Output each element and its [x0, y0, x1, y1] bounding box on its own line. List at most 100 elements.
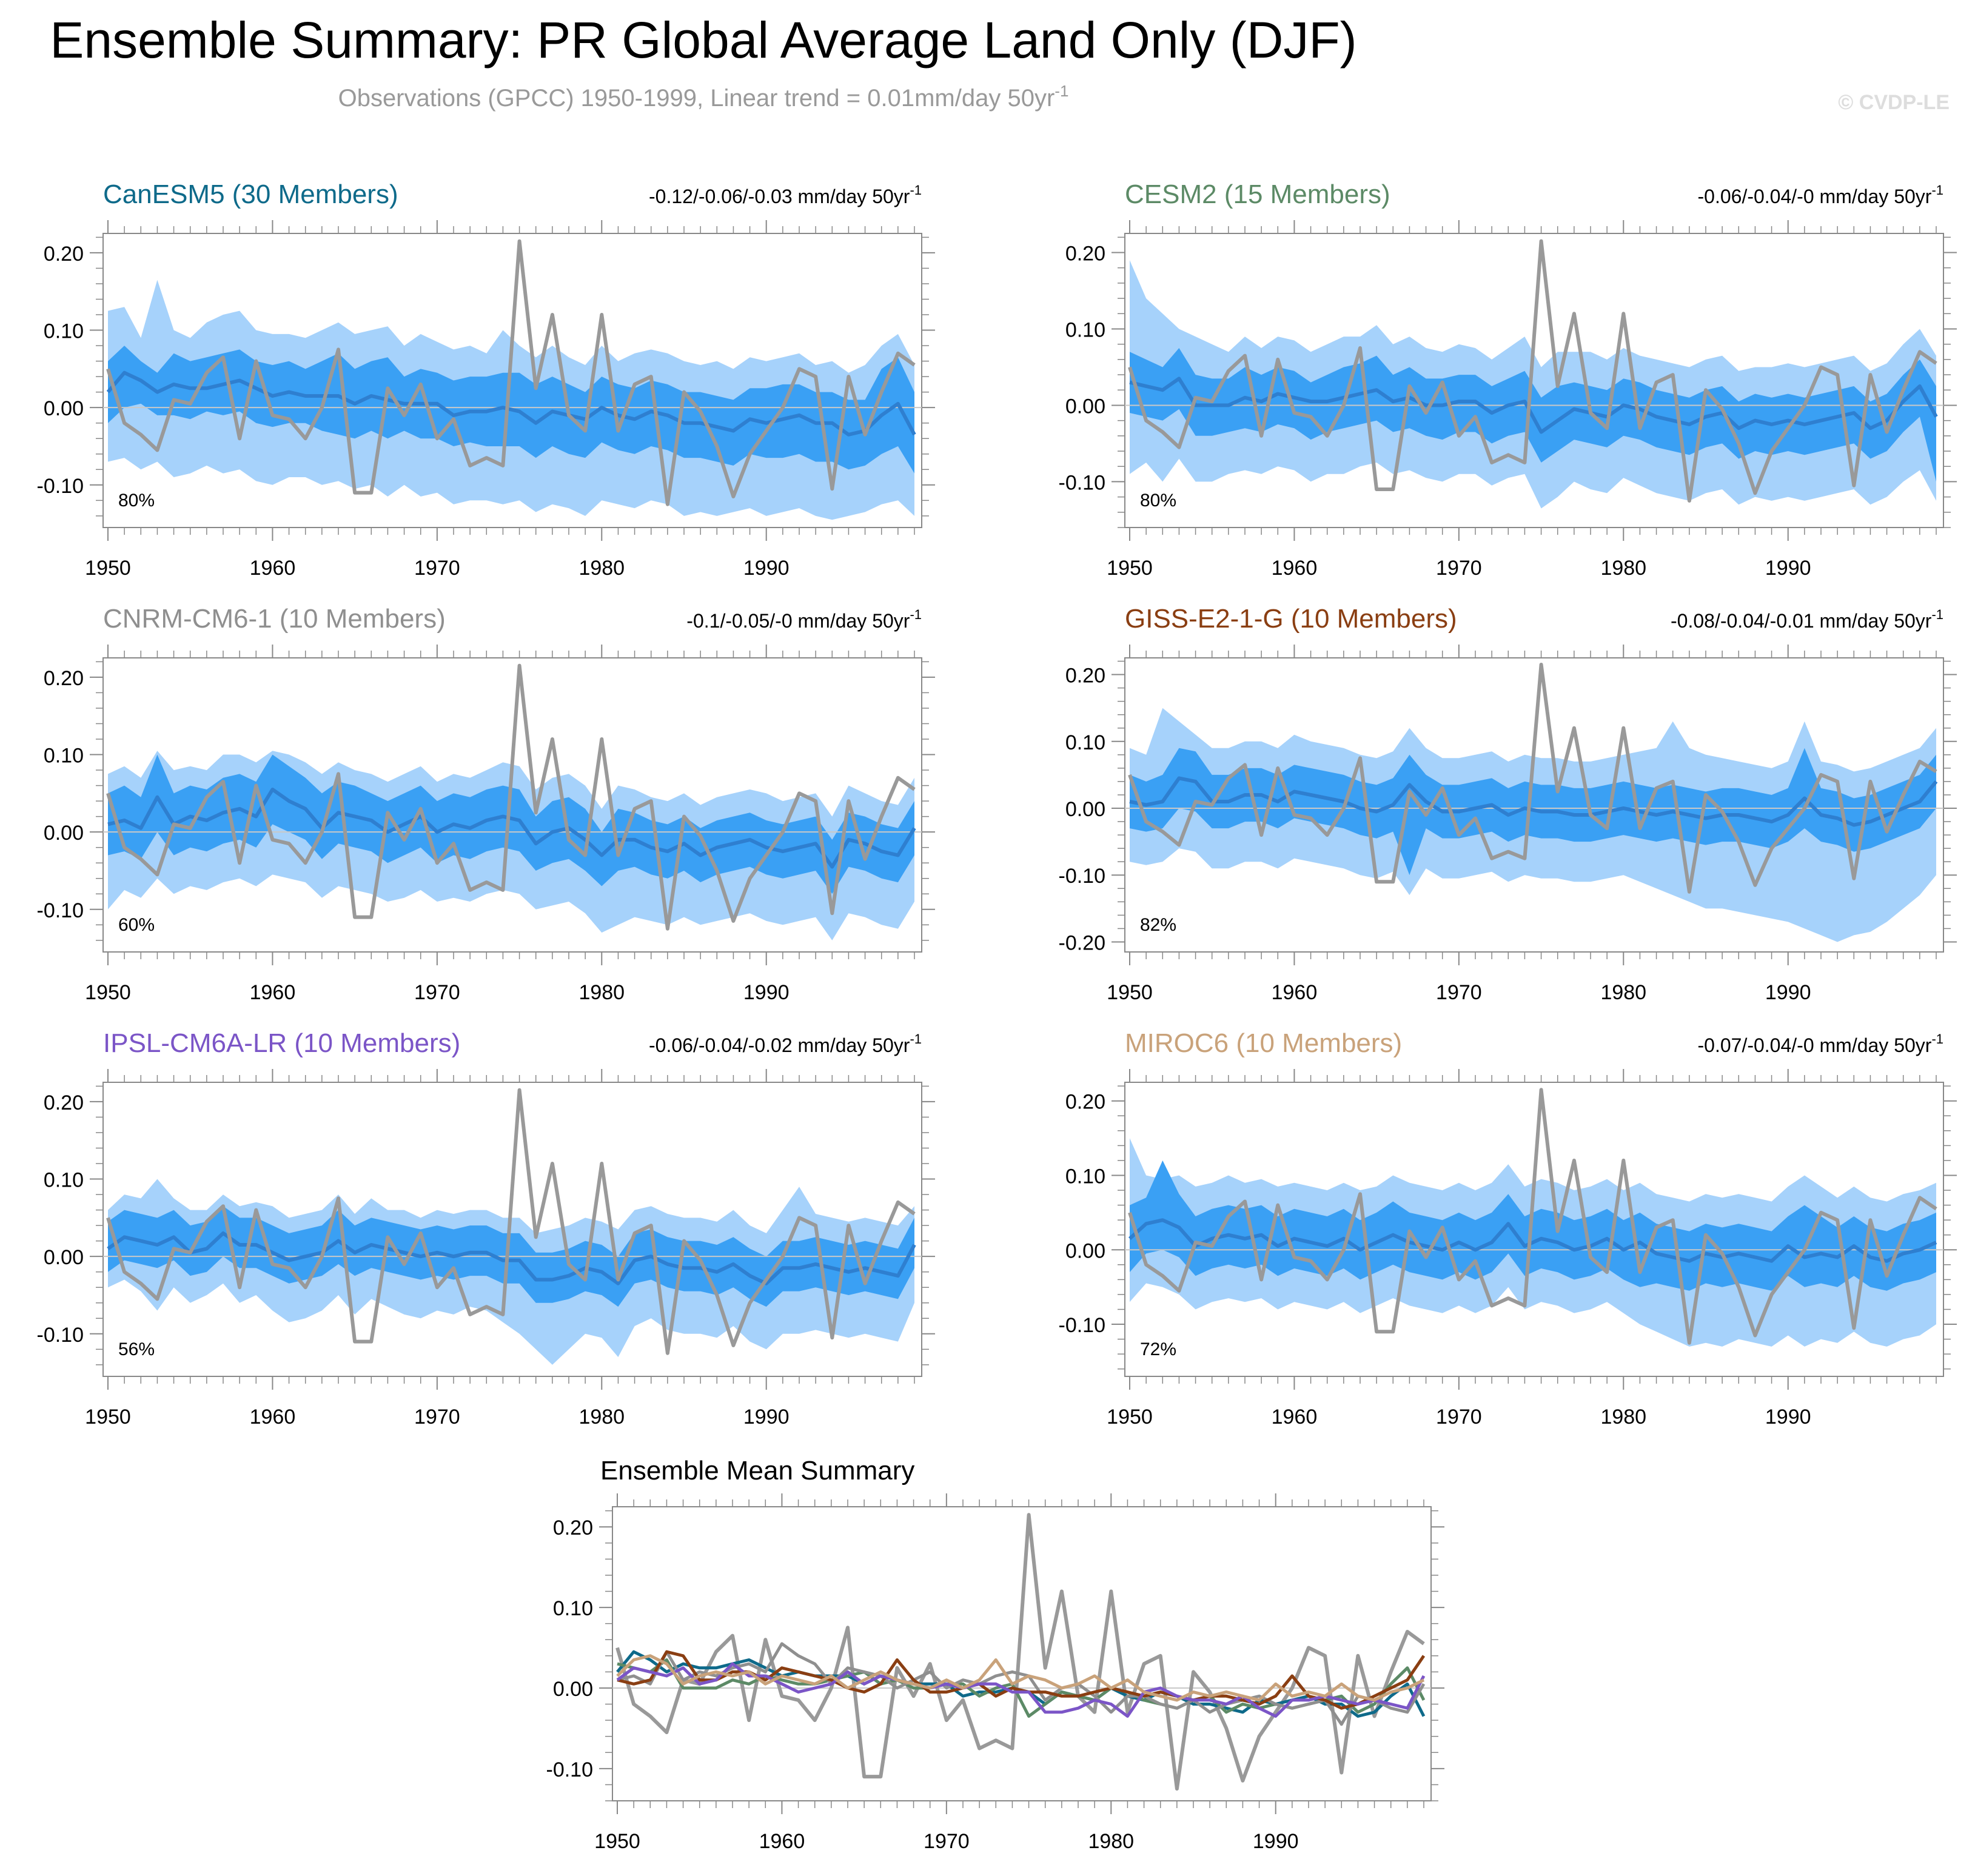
y-tick-label: 0.00 — [553, 1678, 593, 1701]
trend-text: -0.1/-0.05/-0 mm/day 50yr — [686, 610, 910, 632]
observations-line — [1128, 1088, 1937, 1345]
x-tick-label: 1970 — [414, 557, 460, 580]
y-tick-label: 0.10 — [44, 320, 84, 343]
trend-label: -0.06/-0.04/-0.02 mm/day 50yr-1 — [649, 1031, 922, 1056]
panel-title: CESM2 (15 Members) — [1125, 179, 1390, 209]
series-line-ipsl — [616, 1662, 1426, 1718]
x-tick-label: 1980 — [578, 1405, 625, 1429]
x-tick-label: 1950 — [1107, 981, 1153, 1004]
panel-title: MIROC6 (10 Members) — [1125, 1028, 1402, 1058]
x-tick-label: 1990 — [1765, 557, 1811, 580]
x-tick-label: 1950 — [85, 557, 131, 580]
x-tick-label: 1980 — [1088, 1830, 1134, 1853]
x-tick-label: 1990 — [743, 1405, 790, 1429]
x-tick-label: 1970 — [414, 1405, 460, 1429]
x-tick-label: 1980 — [578, 981, 625, 1004]
panel-giss: 0.20 0.10 0.00 -0.10 -0.20 1950 1960 1970 1980 19… — [1059, 604, 1957, 1004]
y-tick-label: 0.20 — [1065, 242, 1105, 265]
ensemble-mean-line — [107, 788, 916, 869]
percent-label: 72% — [1140, 1339, 1176, 1359]
x-tick-label: 1990 — [743, 981, 790, 1004]
x-tick-label: 1980 — [1600, 981, 1646, 1004]
trend-text: -0.06/-0.04/-0.02 mm/day 50yr — [649, 1034, 910, 1056]
watermark: © CVDP-LE — [1838, 91, 1950, 114]
x-tick-label: 1970 — [1436, 1405, 1482, 1429]
trend-label: -0.07/-0.04/-0 mm/day 50yr-1 — [1698, 1031, 1944, 1056]
x-tick-label: 1950 — [1107, 1405, 1153, 1429]
y-tick-label: 0.00 — [1065, 395, 1105, 418]
observations-line — [106, 663, 916, 931]
inner-spread-band — [1130, 1160, 1936, 1291]
x-tick-label: 1960 — [250, 981, 296, 1004]
panel-title: GISS-E2-1-G (10 Members) — [1125, 604, 1457, 634]
y-tick-label: 0.20 — [44, 1091, 84, 1114]
observations-line — [106, 239, 916, 506]
panel-canesm5: 0.20 0.10 0.00 -0.10 1950 1960 1970 1980 1990 Can… — [37, 179, 935, 580]
x-tick-label: 1980 — [1600, 557, 1646, 580]
observations-line — [1128, 663, 1937, 894]
x-tick-label: 1950 — [85, 981, 131, 1004]
y-tick-label: -0.10 — [1059, 1314, 1106, 1337]
y-tick-label: -0.10 — [1059, 471, 1106, 494]
ensemble-mean-line — [1129, 776, 1938, 827]
panel-miroc6: 0.20 0.10 0.00 -0.10 1950 1960 1970 1980 1990 MIR… — [1059, 1028, 1957, 1429]
x-tick-label: 1950 — [1107, 557, 1153, 580]
x-tick-label: 1970 — [1436, 981, 1482, 1004]
x-tick-label: 1980 — [578, 557, 625, 580]
panel-title: Ensemble Mean Summary — [600, 1456, 914, 1486]
panel-cnrm: 0.20 0.10 0.00 -0.10 1950 1960 1970 1980 1990 CNR… — [37, 604, 935, 1004]
x-tick-label: 1990 — [1765, 981, 1811, 1004]
y-tick-label: 0.20 — [44, 667, 84, 690]
percent-label: 80% — [118, 491, 155, 511]
panel-mean_summary: 0.20 0.10 0.00 -0.10 1950 1960 1970 1980 1990 Ens… — [546, 1456, 1444, 1853]
y-tick-label: 0.10 — [1065, 731, 1105, 754]
trend-text: -0.08/-0.04/-0.01 mm/day 50yr — [1671, 610, 1932, 632]
x-tick-label: 1950 — [594, 1830, 640, 1853]
y-tick-label: -0.10 — [37, 899, 84, 922]
percent-label: 80% — [1140, 491, 1176, 511]
x-tick-label: 1970 — [1436, 557, 1482, 580]
panel-title: CNRM-CM6-1 (10 Members) — [103, 604, 446, 634]
y-tick-label: 0.00 — [44, 1246, 84, 1269]
y-tick-label: 0.20 — [44, 243, 84, 266]
trend-superscript: -1 — [910, 183, 922, 198]
x-tick-label: 1980 — [1600, 1405, 1646, 1429]
y-tick-label: 0.20 — [553, 1516, 593, 1539]
y-tick-label: 0.10 — [44, 745, 84, 768]
panel-cesm2: 0.20 0.10 0.00 -0.10 1950 1960 1970 1980 1990 CES… — [1059, 179, 1957, 580]
trend-label: -0.1/-0.05/-0 mm/day 50yr-1 — [686, 607, 922, 632]
trend-label: -0.12/-0.06/-0.03 mm/day 50yr-1 — [649, 183, 922, 207]
trend-superscript: -1 — [1931, 607, 1943, 622]
subtitle-text: Observations (GPCC) 1950-1999, Linear tr… — [338, 85, 1055, 112]
panel-ipsl: 0.20 0.10 0.00 -0.10 1950 1960 1970 1980 1990 IPS… — [37, 1028, 935, 1429]
observations-line — [106, 1088, 916, 1355]
x-tick-label: 1990 — [743, 557, 790, 580]
x-tick-label: 1960 — [759, 1830, 805, 1853]
y-tick-label: 0.00 — [1065, 1239, 1105, 1262]
y-tick-label: 0.00 — [44, 397, 84, 420]
subtitle-superscript: -1 — [1055, 82, 1068, 100]
panels-group: 0.20 0.10 0.00 -0.10 1950 1960 1970 1980 1990 Can… — [37, 179, 1957, 1853]
ensemble-mean-line — [106, 370, 916, 437]
y-tick-label: 0.00 — [44, 822, 84, 845]
trend-text: -0.06/-0.04/-0 mm/day 50yr — [1698, 186, 1932, 207]
x-tick-label: 1960 — [1272, 1405, 1318, 1429]
x-tick-label: 1990 — [1765, 1405, 1811, 1429]
trend-superscript: -1 — [1931, 1031, 1943, 1047]
y-tick-label: -0.10 — [37, 1324, 84, 1347]
trend-superscript: -1 — [910, 1031, 922, 1047]
x-tick-label: 1970 — [924, 1830, 970, 1853]
y-tick-label: 0.10 — [44, 1169, 84, 1192]
figure-title: Ensemble Summary: PR Global Average Land… — [50, 12, 1356, 69]
y-tick-label: 0.10 — [1065, 1165, 1105, 1188]
x-tick-label: 1990 — [1253, 1830, 1299, 1853]
panel-title: IPSL-CM6A-LR (10 Members) — [103, 1028, 460, 1058]
x-tick-label: 1970 — [414, 981, 460, 1004]
x-tick-label: 1960 — [1272, 981, 1318, 1004]
observations-line — [1128, 239, 1937, 503]
series-line-miroc6 — [616, 1654, 1425, 1702]
percent-label: 60% — [118, 915, 155, 935]
ensemble-mean-line — [107, 1231, 916, 1285]
y-tick-label: -0.20 — [1059, 931, 1106, 954]
